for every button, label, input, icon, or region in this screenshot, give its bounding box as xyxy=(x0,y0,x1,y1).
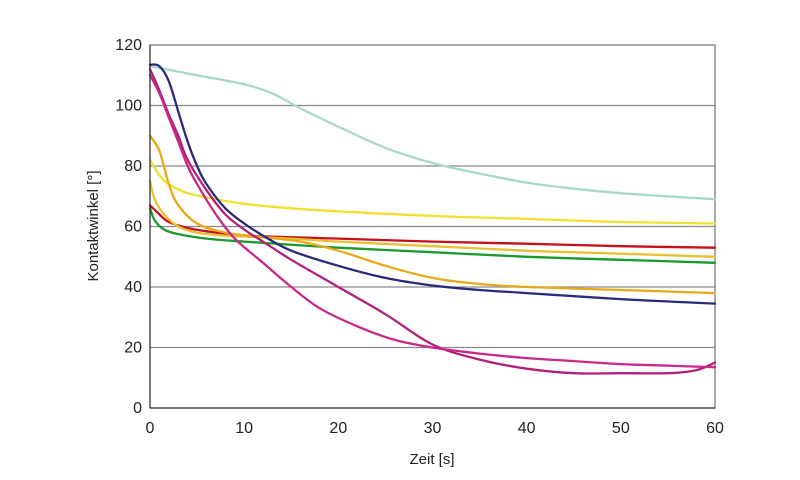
series-line-1 xyxy=(148,65,717,201)
x-axis-label: Zeit [s] xyxy=(409,451,454,468)
x-tick-label: 10 xyxy=(235,420,253,437)
series-line-6 xyxy=(148,134,717,295)
x-tick-labels: 0 10 20 30 40 50 60 xyxy=(146,420,724,437)
x-tick-label: 60 xyxy=(706,420,724,437)
y-tick-label: 60 xyxy=(124,219,142,236)
series-line-8 xyxy=(148,68,717,375)
y-tick-labels: 0 20 40 60 80 100 120 xyxy=(115,37,142,417)
series-line-2 xyxy=(148,158,717,225)
x-tick-label: 20 xyxy=(329,420,347,437)
series-line-4 xyxy=(148,179,717,258)
x-tick-label: 50 xyxy=(612,420,630,437)
y-tick-label: 20 xyxy=(124,340,142,357)
series-lines xyxy=(148,63,717,375)
gridlines xyxy=(150,104,715,349)
y-tick-label: 0 xyxy=(133,400,142,417)
x-tick-label: 30 xyxy=(424,420,442,437)
y-tick-label: 40 xyxy=(124,279,142,296)
x-tick-label: 0 xyxy=(146,420,155,437)
y-tick-label: 80 xyxy=(124,158,142,175)
y-tick-label: 120 xyxy=(115,37,142,54)
x-tick-label: 40 xyxy=(518,420,536,437)
y-axis-label: Kontaktwinkel [°] xyxy=(85,170,102,281)
series-line-9 xyxy=(148,74,717,369)
series-line-7 xyxy=(148,63,717,305)
y-tick-label: 100 xyxy=(115,98,142,115)
